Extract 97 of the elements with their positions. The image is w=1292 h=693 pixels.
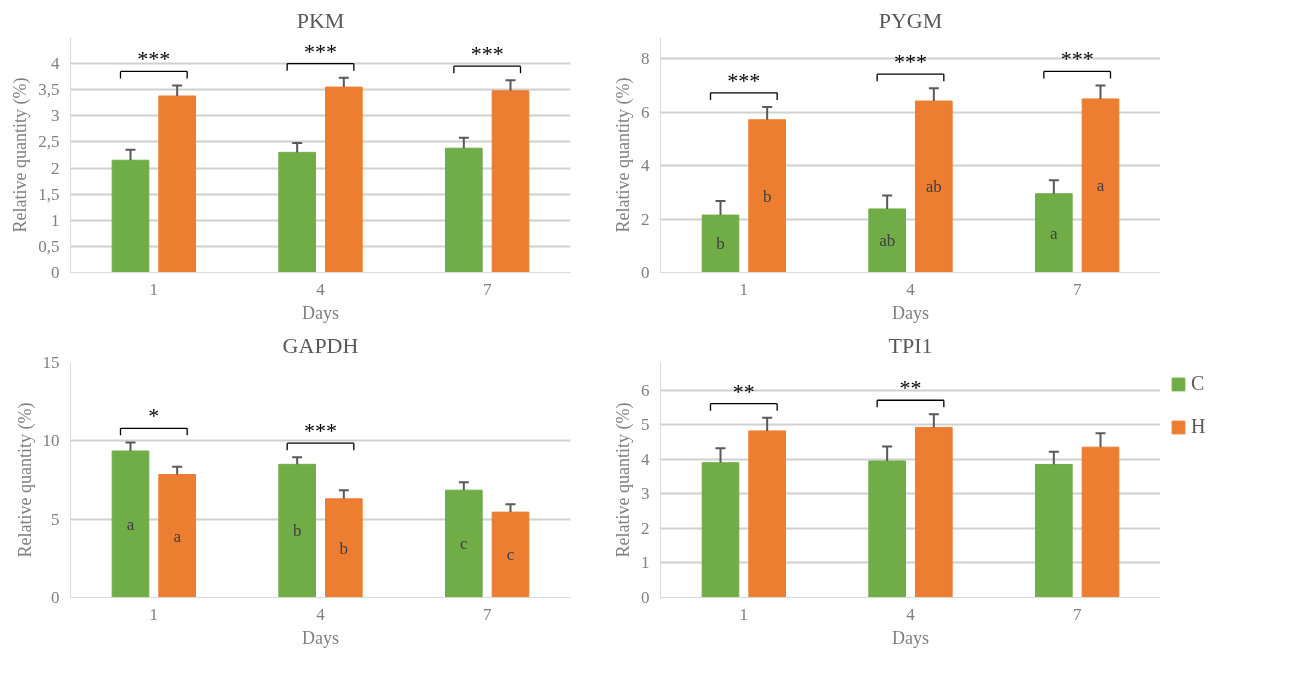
bar: [325, 86, 363, 273]
bar: [748, 119, 786, 273]
data-label: b: [339, 538, 349, 558]
x-tick-label: 1: [739, 279, 749, 299]
x-tick-label: 7: [1072, 279, 1082, 299]
bar: [701, 462, 740, 598]
data-label: c: [460, 534, 469, 554]
chart-title: PKM: [296, 7, 345, 33]
y-tick-label: 4: [51, 54, 60, 74]
x-tick-label: 4: [316, 279, 326, 299]
bar: [1081, 98, 1120, 273]
data-label: a: [173, 526, 182, 546]
x-tick-label: 1: [739, 604, 749, 624]
annotation: **: [732, 378, 755, 404]
data-label: ab: [925, 177, 942, 197]
legend-label: H: [1191, 415, 1207, 438]
x-tick-label: 7: [482, 279, 492, 299]
y-tick-label: 1: [51, 210, 60, 230]
y-tick-label: 6: [641, 380, 650, 400]
bar: [445, 489, 483, 598]
data-label: b: [292, 521, 302, 541]
bar: [278, 151, 316, 273]
x-tick-label: 1: [149, 279, 159, 299]
annotation: ***: [470, 41, 504, 67]
x-axis-title: Days: [892, 627, 929, 648]
y-axis-title: Relative quantity (%): [10, 77, 32, 233]
x-tick-label: 4: [906, 279, 916, 299]
y-tick-label: 5: [51, 509, 60, 529]
y-tick-label: 2: [641, 209, 650, 229]
chart-title: TPI1: [888, 332, 933, 358]
bar: [491, 90, 530, 273]
bar: [915, 100, 953, 273]
chart-title: PYGM: [878, 7, 943, 33]
annotation: ***: [304, 418, 337, 444]
annotation: ***: [137, 46, 171, 72]
data-label: ab: [879, 231, 896, 251]
bar: [1035, 463, 1073, 598]
x-tick-label: 1: [149, 604, 159, 624]
y-tick-label: 15: [42, 353, 60, 372]
bar: [701, 214, 740, 273]
y-tick-label: 3: [641, 484, 650, 504]
y-tick-label: 0: [51, 263, 60, 282]
y-tick-label: 3,5: [38, 80, 60, 100]
y-tick-label: 3: [51, 106, 60, 126]
x-tick-label: 4: [906, 604, 916, 624]
data-label: a: [1096, 176, 1105, 196]
data-label: a: [126, 514, 135, 534]
bar: [1081, 446, 1120, 598]
bar: [1035, 193, 1073, 273]
x-tick-label: 4: [316, 604, 326, 624]
y-tick-label: 0: [641, 263, 650, 282]
data-label: b: [762, 186, 772, 206]
y-tick-label: 4: [641, 449, 650, 469]
chart-title: GAPDH: [282, 332, 359, 358]
x-axis-title: Days: [892, 302, 929, 323]
bar: [868, 208, 906, 273]
y-tick-label: 2: [51, 158, 60, 178]
data-label: c: [506, 545, 515, 565]
x-tick-label: 7: [482, 604, 492, 624]
annotation: ***: [1060, 46, 1094, 72]
bar: [491, 511, 530, 598]
y-tick-label: 2,5: [38, 132, 60, 152]
x-axis-title: Days: [302, 302, 339, 323]
bar: [868, 460, 906, 598]
bar: [158, 95, 196, 273]
y-axis-title: Relative quantity (%): [613, 402, 634, 558]
bar: [445, 147, 483, 273]
y-tick-label: 0: [641, 588, 650, 607]
annotation: *: [148, 403, 160, 429]
y-tick-label: 2: [641, 518, 650, 538]
y-tick-label: 1,5: [38, 184, 60, 204]
y-axis-title: Relative quantity (%): [613, 77, 634, 233]
data-label: a: [1050, 223, 1059, 243]
bar: [325, 498, 363, 598]
y-tick-label: 4: [641, 156, 650, 176]
bar: [158, 474, 196, 598]
bar: [748, 430, 786, 598]
annotation: ***: [727, 67, 761, 93]
x-tick-label: 7: [1072, 604, 1082, 624]
y-tick-label: 10: [42, 431, 60, 451]
y-tick-label: 0,5: [38, 236, 60, 256]
y-axis-title: Relative quantity (%): [14, 402, 36, 558]
y-tick-label: 1: [641, 553, 650, 573]
bar: [915, 426, 953, 598]
bar: [111, 450, 150, 598]
annotation: **: [899, 375, 922, 401]
annotation: ***: [894, 49, 927, 75]
bar: [278, 463, 316, 598]
y-tick-label: 8: [641, 49, 650, 69]
data-label: b: [716, 234, 725, 254]
bar: [111, 159, 150, 273]
x-axis-title: Days: [302, 627, 339, 648]
y-tick-label: 5: [641, 415, 650, 435]
y-tick-label: 6: [641, 102, 650, 122]
annotation: ***: [304, 38, 337, 64]
legend-label: C: [1191, 372, 1206, 395]
y-tick-label: 0: [51, 588, 60, 607]
